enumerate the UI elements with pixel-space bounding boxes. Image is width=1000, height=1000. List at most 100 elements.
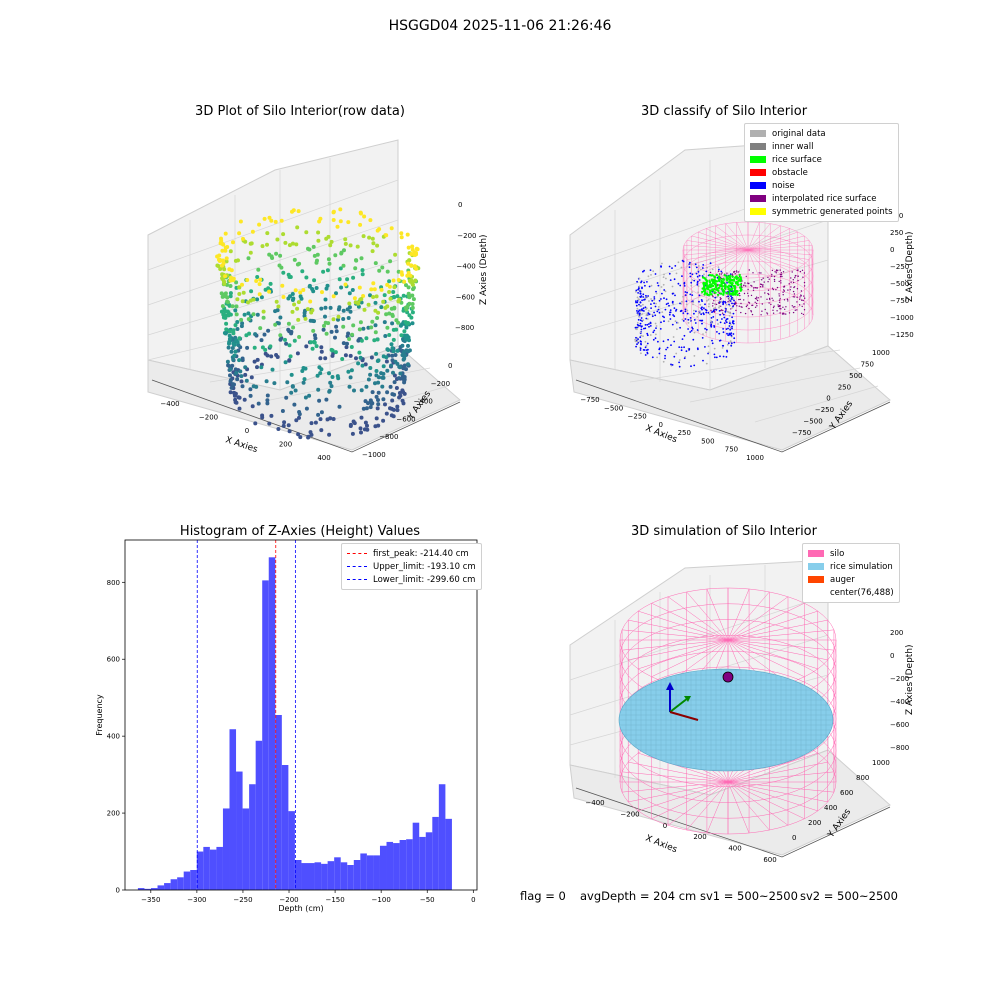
raw-point [286,327,291,332]
noise-point [733,341,736,344]
axis-tick-label: 250 [678,429,691,437]
noise-point [724,311,727,313]
interp-point [752,289,755,291]
rice-surface-point [717,286,721,290]
noise-point [644,284,646,287]
noise-point [667,320,670,323]
noise-point [647,309,650,312]
rice-surface-point [720,280,723,284]
interp-point [773,275,776,278]
noise-point [635,345,637,348]
interp-point [800,290,803,292]
interp-point [772,299,774,301]
histogram-bar [222,808,230,890]
center-axes [666,682,699,721]
raw-point [409,263,414,268]
raw-point [251,312,256,317]
noise-point [701,337,704,339]
raw-point [230,304,235,309]
rice-surface-point [719,284,722,288]
histogram-bar [366,855,374,890]
noise-point [635,336,637,339]
raw-point [359,388,364,393]
raw-point [387,333,392,337]
noise-point [705,311,708,314]
rice-surface-point [736,283,740,286]
noise-point [636,280,638,283]
raw-point [231,240,235,245]
noise-point [720,300,723,303]
raw-point [376,398,380,402]
interp-point [743,284,745,287]
raw-point [218,241,223,246]
noise-point [733,302,736,305]
raw-point [231,328,236,333]
axis-tick-label: 0 [890,652,894,660]
raw-point [247,331,252,336]
raw-point [410,244,415,249]
raw-point [312,253,317,258]
noise-point [728,320,731,322]
rice-surface-point [723,285,727,288]
interp-point [779,275,782,278]
interp-point [760,314,762,316]
raw-point [261,315,266,320]
axis-tick-label: 200 [693,833,706,841]
noise-point [705,270,708,273]
axis-tick-label: −200 [890,675,909,683]
auger-marker [722,671,734,683]
noise-point [636,310,638,312]
wire-spoke [727,781,818,812]
raw-point [295,306,300,311]
interp-point [786,298,789,301]
noise-point [641,299,643,302]
noise-point [639,340,642,343]
noise-point [660,266,662,268]
raw-point [219,309,224,314]
histogram-title: Histogram of Z-Axies (Height) Values [179,524,421,539]
raw-point [327,432,332,437]
noise-point [683,282,686,285]
noise-point [639,319,642,322]
raw-point [379,371,384,376]
axis-tick-label: −400 [890,698,909,706]
histogram-ylabel: Frequency [95,694,104,736]
noise-point [732,312,735,315]
noise-point [684,291,687,293]
axis-tick-label: −250 [815,406,834,414]
raw-point [279,218,284,223]
raw-point [224,259,229,264]
raw-point [239,374,244,379]
raw-point [331,294,336,299]
noise-point [704,308,707,311]
raw-point [385,347,390,352]
noise-point [730,344,733,347]
noise-point [654,337,657,340]
interp-point [787,289,789,291]
raw-point [323,320,328,325]
noise-point [635,304,638,307]
raw-point [349,368,354,373]
raw-point [297,412,302,417]
axis-tick-label: 400 [317,454,330,462]
interp-point [780,274,783,276]
raw-point [318,417,323,422]
rice-surface-point [724,287,727,290]
histogram-bar [386,841,394,890]
histogram-chart: −350 −300 −250 −200 −150 −100 −50 0 02004006008… [95,539,478,913]
raw-point [375,228,380,233]
axis-tick-label: −600 [396,415,415,423]
raw-point [374,394,379,399]
rice-surface-point [709,291,712,294]
noise-point [644,346,647,349]
noise-point [646,342,649,345]
noise-point [733,337,736,340]
noise-point [733,299,735,302]
interp-point [794,309,796,311]
noise-point [673,315,676,318]
raw-point [275,237,280,242]
x-tick-label: −300 [187,896,206,904]
interp-point [754,297,757,300]
raw-point [393,252,398,257]
noise-point [724,301,726,303]
